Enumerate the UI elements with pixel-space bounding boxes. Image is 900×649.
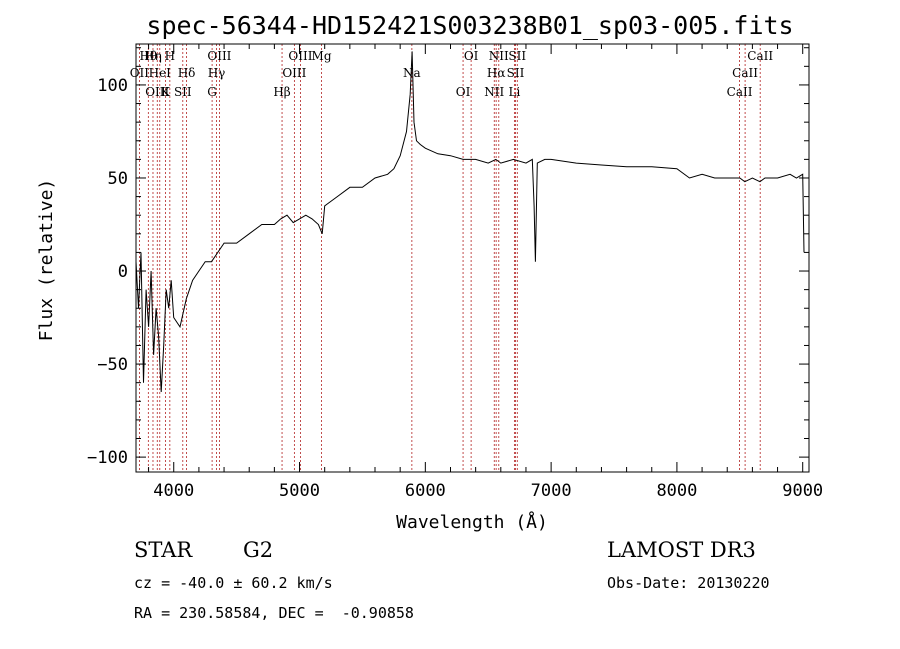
spectrum-line bbox=[135, 51, 805, 393]
y-axis-label: Flux (relative) bbox=[36, 179, 57, 342]
emission-line-markers bbox=[138, 44, 761, 472]
coordinates-readout: RA = 230.58584, DEC = -0.90858 bbox=[134, 604, 414, 622]
emission-line-labels: Hθ OII OIII Hη HeI K HHδ SII OIII Hγ G OIII OIII Hβ Mg… bbox=[130, 49, 774, 99]
line-marker-label: Hβ bbox=[273, 85, 290, 99]
x-axis-ticks: 4000 5000 6000 7000 8000 9000 bbox=[148, 44, 823, 501]
line-marker-label: H bbox=[165, 49, 175, 63]
line-marker-label: Li bbox=[508, 85, 520, 99]
line-marker-label: CaII bbox=[747, 49, 773, 63]
line-marker-label: CaII bbox=[727, 85, 753, 99]
redshift-readout: cz = -40.0 ± 60.2 km/s bbox=[134, 574, 333, 592]
x-tick-label: 9000 bbox=[782, 481, 823, 501]
y-tick-label: 0 bbox=[118, 262, 128, 282]
line-marker-label: SII bbox=[174, 85, 192, 99]
line-marker-label: HeI bbox=[149, 66, 172, 80]
observation-date: Obs-Date: 20130220 bbox=[607, 574, 770, 592]
y-tick-label: −50 bbox=[97, 355, 128, 375]
line-marker-label: CaII bbox=[732, 66, 758, 80]
y-axis-ticks: −100 −50 0 50 100 bbox=[87, 47, 809, 468]
line-marker-label: Hα bbox=[487, 66, 506, 80]
y-tick-label: −100 bbox=[87, 448, 128, 468]
line-marker-label: OIII bbox=[145, 85, 169, 99]
line-marker-label: NII bbox=[489, 49, 509, 63]
y-tick-label: 100 bbox=[97, 76, 128, 96]
y-tick-label: 50 bbox=[108, 169, 128, 189]
spectrum-series bbox=[135, 51, 805, 393]
x-tick-label: 7000 bbox=[531, 481, 572, 501]
line-marker-label: SII bbox=[507, 66, 525, 80]
x-tick-label: 4000 bbox=[153, 481, 194, 501]
x-tick-label: 6000 bbox=[405, 481, 446, 501]
line-marker-label: Hθ bbox=[139, 49, 157, 63]
survey-name: LAMOST DR3 bbox=[607, 538, 756, 562]
line-marker-label: Na bbox=[403, 66, 421, 80]
object-type: STAR bbox=[134, 538, 193, 562]
chart-title: spec-56344-HD152421S003238B01_sp03-005.f… bbox=[146, 11, 793, 40]
line-marker-label: G bbox=[207, 85, 217, 99]
line-marker-label: OI bbox=[464, 49, 479, 63]
line-marker-label: NII bbox=[484, 85, 504, 99]
line-marker-label: OIII bbox=[288, 49, 312, 63]
line-marker-label: OII bbox=[130, 66, 150, 80]
line-marker-label: OIII bbox=[207, 49, 231, 63]
line-marker-label: OIII bbox=[282, 66, 306, 80]
line-marker-label: Mg bbox=[312, 49, 332, 63]
line-marker-label: OI bbox=[456, 85, 471, 99]
x-tick-label: 8000 bbox=[656, 481, 697, 501]
line-marker-label: SII bbox=[508, 49, 526, 63]
x-tick-label: 5000 bbox=[279, 481, 320, 501]
line-marker-label: Hδ bbox=[178, 66, 196, 80]
x-axis-label: Wavelength (Å) bbox=[396, 511, 548, 533]
line-marker-label: Hη bbox=[144, 49, 162, 63]
line-marker-label: K bbox=[161, 85, 171, 99]
line-marker-label: Hγ bbox=[208, 66, 226, 80]
plot-frame bbox=[135, 43, 810, 473]
spectral-subclass: G2 bbox=[243, 538, 274, 562]
